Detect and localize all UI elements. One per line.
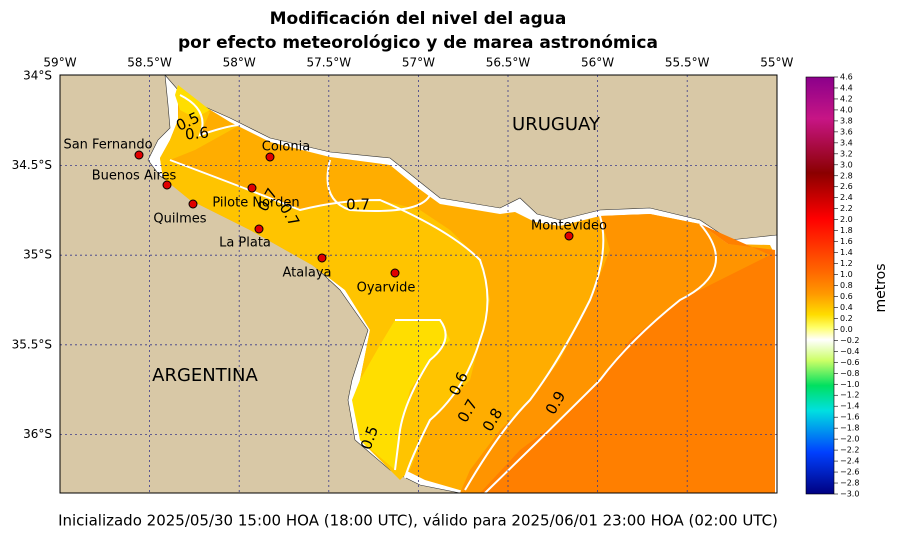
colorbar-tick-label: 1.4 bbox=[840, 248, 853, 257]
colorbar-tick-label: 3.6 bbox=[840, 127, 853, 136]
colorbar-tick-label: −2.4 bbox=[840, 457, 859, 466]
contour-label: 0.7 bbox=[346, 196, 370, 214]
colorbar-tick-label: −1.0 bbox=[840, 380, 859, 389]
lon-label: 56°W bbox=[581, 56, 614, 70]
lon-label: 55.5°W bbox=[665, 56, 710, 70]
place-label: Colonia bbox=[262, 140, 310, 155]
colorbar-tick-label: 0.2 bbox=[840, 314, 853, 323]
colorbar-tick-label: 1.6 bbox=[840, 237, 853, 246]
place-label: Pilote Norden bbox=[212, 196, 299, 211]
colorbar-tick-label: −0.6 bbox=[840, 358, 859, 367]
zone-0.4 bbox=[352, 320, 450, 470]
lat-label: 35°S bbox=[23, 248, 52, 262]
colorbar-tick-label: 0.0 bbox=[840, 325, 853, 334]
place-label: Oyarvide bbox=[357, 281, 416, 296]
contour-label: 0.6 bbox=[184, 123, 209, 143]
colorbar-tick-label: −2.8 bbox=[840, 479, 859, 488]
lon-label: 56.5°W bbox=[486, 56, 531, 70]
colorbar-tick-label: −3.0 bbox=[840, 490, 859, 499]
lat-label: 34.5°S bbox=[12, 158, 52, 172]
colorbar-tick-label: 3.0 bbox=[840, 160, 853, 169]
colorbar-tick-label: 3.2 bbox=[840, 149, 853, 158]
place-label: La Plata bbox=[219, 236, 271, 251]
lat-label: 35.5°S bbox=[12, 337, 52, 351]
colorbar-tick-label: −2.6 bbox=[840, 468, 859, 477]
colorbar-tick-label: −2.2 bbox=[840, 446, 859, 455]
colorbar-tick-label: 1.8 bbox=[840, 226, 853, 235]
colorbar-tick-label: 2.2 bbox=[840, 204, 853, 213]
lon-label: 57.5°W bbox=[307, 56, 352, 70]
colorbar-tick-label: −1.4 bbox=[840, 402, 859, 411]
colorbar-tick-label: −1.8 bbox=[840, 424, 859, 433]
station bbox=[247, 183, 257, 193]
country-label: URUGUAY bbox=[512, 114, 601, 135]
colorbar-tick-label: 3.4 bbox=[840, 138, 853, 147]
lon-label: 57°W bbox=[402, 56, 435, 70]
station bbox=[162, 180, 172, 190]
colorbar-tick-label: 0.8 bbox=[840, 281, 853, 290]
map-frame bbox=[59, 74, 778, 494]
colorbar-tick-label: −2.0 bbox=[840, 435, 859, 444]
lon-label: 55°W bbox=[760, 56, 793, 70]
station bbox=[317, 253, 327, 263]
colorbar-tick-label: 2.0 bbox=[840, 215, 853, 224]
colorbar-tick-label: −1.2 bbox=[840, 391, 859, 400]
zone-0.4 bbox=[175, 85, 210, 118]
colorbar-tick-label: 2.4 bbox=[840, 193, 853, 202]
station bbox=[254, 224, 264, 234]
colorbar-tick-label: 1.2 bbox=[840, 259, 853, 268]
lon-label: 59°W bbox=[43, 56, 76, 70]
colorbar-tick-label: 2.8 bbox=[840, 171, 853, 180]
place-label: San Fernando bbox=[63, 138, 152, 153]
colorbar-tick-label: 4.6 bbox=[840, 73, 853, 82]
place-label: Montevideo bbox=[531, 219, 607, 234]
colorbar-tick-label: 4.4 bbox=[840, 83, 853, 92]
station bbox=[188, 199, 198, 209]
colorbar-tick-label: −0.8 bbox=[840, 369, 859, 378]
lon-label: 58.5°W bbox=[127, 56, 172, 70]
colorbar-tick-label: 0.6 bbox=[840, 292, 853, 301]
colorbar-label: metros bbox=[873, 263, 889, 312]
place-label: Quilmes bbox=[153, 212, 206, 227]
lat-label: 36°S bbox=[23, 427, 52, 441]
colorbar-tick-label: 0.4 bbox=[840, 303, 853, 312]
colorbar-tick-label: 4.0 bbox=[840, 105, 853, 114]
lat-label: 34°S bbox=[23, 69, 52, 83]
map bbox=[60, 75, 777, 493]
colorbar-tick-label: 1.0 bbox=[840, 270, 853, 279]
colorbar bbox=[805, 76, 835, 495]
colorbar-tick-label: −0.2 bbox=[840, 336, 859, 345]
station bbox=[564, 231, 574, 241]
colorbar-tick-label: 2.6 bbox=[840, 182, 853, 191]
title: por efecto meteorológico y de marea astr… bbox=[178, 33, 658, 53]
footer: Inicializado 2025/05/30 15:00 HOA (18:00… bbox=[58, 512, 778, 530]
place-label: Atalaya bbox=[283, 266, 332, 281]
colorbar-tick-label: −1.6 bbox=[840, 413, 859, 422]
title: Modificación del nivel del agua bbox=[270, 9, 567, 29]
colorbar-tick-label: 4.2 bbox=[840, 94, 853, 103]
lon-label: 58°W bbox=[223, 56, 256, 70]
colorbar-tick-label: −0.4 bbox=[840, 347, 859, 356]
colorbar-tick-label: 3.8 bbox=[840, 116, 853, 125]
place-label: Buenos Aires bbox=[92, 169, 177, 184]
country-label: ARGENTINA bbox=[152, 365, 258, 386]
station bbox=[134, 150, 144, 160]
station bbox=[390, 268, 400, 278]
station bbox=[265, 152, 275, 162]
